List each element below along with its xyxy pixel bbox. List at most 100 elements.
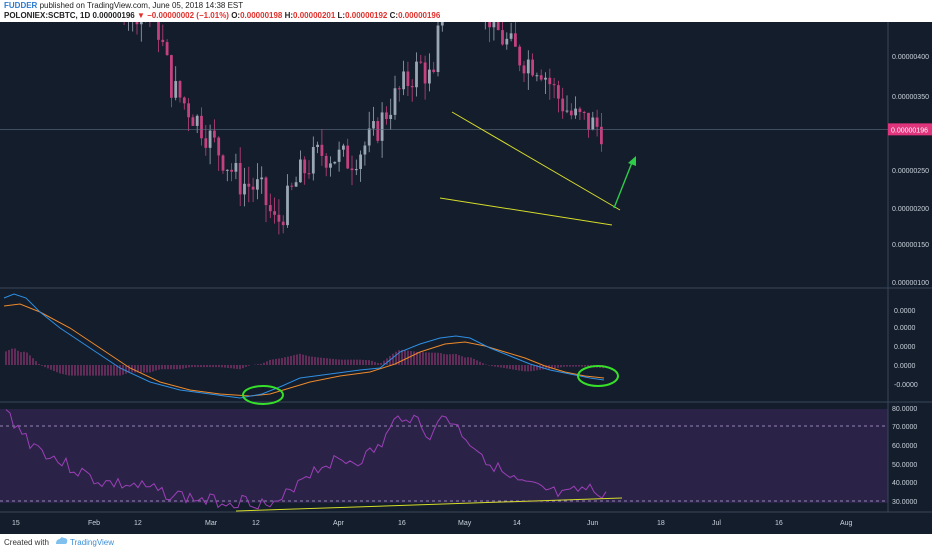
candle-body — [350, 168, 354, 171]
chart-canvas[interactable]: 0.000004000.000003500.000003000.00000250… — [0, 0, 932, 534]
candle-body — [578, 108, 582, 113]
price-tick-label: 0.00000200 — [892, 206, 929, 213]
candle-body — [544, 77, 547, 80]
low-label: L: — [337, 11, 346, 20]
candle-body — [281, 221, 285, 226]
candle-body — [139, 11, 143, 25]
candle-body — [492, 8, 496, 28]
candle-body — [385, 112, 388, 119]
highlight-circle — [242, 385, 284, 405]
time-tick-label: Jun — [587, 520, 598, 527]
rsi-band — [0, 409, 888, 503]
candle-body — [268, 205, 272, 212]
breakout-arrow-icon — [628, 156, 636, 166]
candle-body — [367, 128, 371, 146]
candle-body — [316, 144, 319, 148]
candle-body — [187, 103, 190, 118]
author-link[interactable]: FUDDER — [4, 1, 38, 10]
candle-body — [213, 130, 216, 138]
price-candles — [105, 0, 603, 235]
candle-body — [359, 154, 362, 170]
last-price: 0.00000196 — [92, 11, 135, 20]
candle-body — [509, 33, 513, 39]
rsi-tick-label: 30.0000 — [892, 499, 917, 506]
candle-body — [526, 59, 530, 74]
upper-trendline — [451, 111, 621, 211]
candle-body — [393, 88, 397, 115]
open-value: 0.00000198 — [240, 11, 283, 20]
candle-body — [208, 130, 212, 148]
candle-body — [376, 121, 380, 141]
candle-body — [535, 75, 539, 77]
candle-body — [200, 115, 203, 139]
time-tick-label: Jul — [712, 520, 721, 527]
close-value: 0.00000196 — [398, 11, 441, 20]
chart-header: FUDDER published on TradingView.com, Jun… — [0, 0, 932, 22]
chart-area[interactable]: 0.000004000.000003500.000003000.00000250… — [0, 0, 932, 534]
candle-body — [363, 145, 367, 155]
candle-body — [591, 117, 595, 130]
price-tick-label: 0.00000250 — [892, 168, 929, 175]
candle-body — [505, 38, 509, 45]
rsi-tick-label: 80.0000 — [892, 406, 917, 413]
candle-body — [174, 81, 178, 98]
candle-body — [342, 145, 345, 150]
candle-body — [290, 185, 294, 187]
price-tick-label: 0.00000100 — [892, 280, 929, 287]
candle-body — [329, 163, 332, 168]
candle-body — [307, 173, 311, 175]
candle-body — [436, 25, 440, 72]
candle-body — [415, 61, 418, 88]
symbol-line: POLONIEX:SCBTC, 1D 0.00000196 ▼ −0.00000… — [4, 11, 440, 20]
time-tick-label: 16 — [398, 520, 406, 527]
candle-body — [256, 179, 259, 190]
macd-tick-label: 0.0000 — [894, 344, 916, 351]
price-tick-label: 0.00000350 — [892, 94, 929, 101]
candle-body — [324, 155, 328, 168]
candle-body — [294, 182, 298, 187]
candle-body — [346, 145, 350, 169]
time-tick-label: 12 — [252, 520, 260, 527]
price-change: −0.00000002 (−1.01%) — [147, 11, 229, 20]
candle-body — [410, 86, 414, 88]
candle-body — [230, 169, 233, 172]
time-tick-label: 14 — [513, 520, 521, 527]
time-tick-label: Apr — [333, 520, 345, 527]
candle-body — [182, 97, 186, 104]
candle-body — [264, 177, 268, 206]
rsi-trendline — [235, 497, 623, 512]
candle-body — [157, 0, 160, 40]
candle-body — [286, 185, 289, 226]
candle-body — [548, 77, 552, 85]
candle-body — [273, 211, 276, 215]
candle-body — [234, 163, 238, 172]
current-price-badge-label: 0.00000196 — [891, 127, 928, 134]
candle-body — [531, 59, 534, 76]
candle-body — [204, 138, 208, 148]
candle-body — [488, 3, 491, 28]
candle-body — [574, 108, 577, 116]
candle-body — [561, 98, 565, 112]
time-tick-label: 18 — [657, 520, 665, 527]
candle-body — [595, 117, 599, 127]
candle-body — [372, 121, 375, 129]
signal-line — [3, 303, 605, 397]
macd-pane — [3, 293, 619, 405]
time-tick-label: 12 — [134, 520, 142, 527]
candle-body — [243, 183, 246, 195]
candle-body — [161, 39, 165, 43]
rsi-tick-label: 60.0000 — [892, 443, 917, 450]
candle-body — [565, 110, 569, 112]
tradingview-brand[interactable]: TradingView — [70, 538, 115, 547]
rsi-line — [5, 409, 607, 510]
price-tick-label: 0.00000150 — [892, 242, 929, 249]
footer: Created with TradingView — [0, 534, 932, 550]
axes: 0.000004000.000003500.000003000.00000250… — [12, 54, 932, 527]
candle-body — [600, 126, 603, 145]
candle-body — [552, 84, 556, 86]
candle-body — [428, 69, 431, 84]
candle-body — [277, 214, 281, 222]
close-label: C: — [389, 11, 399, 20]
candle-body — [195, 115, 199, 126]
candle-body — [337, 149, 341, 162]
